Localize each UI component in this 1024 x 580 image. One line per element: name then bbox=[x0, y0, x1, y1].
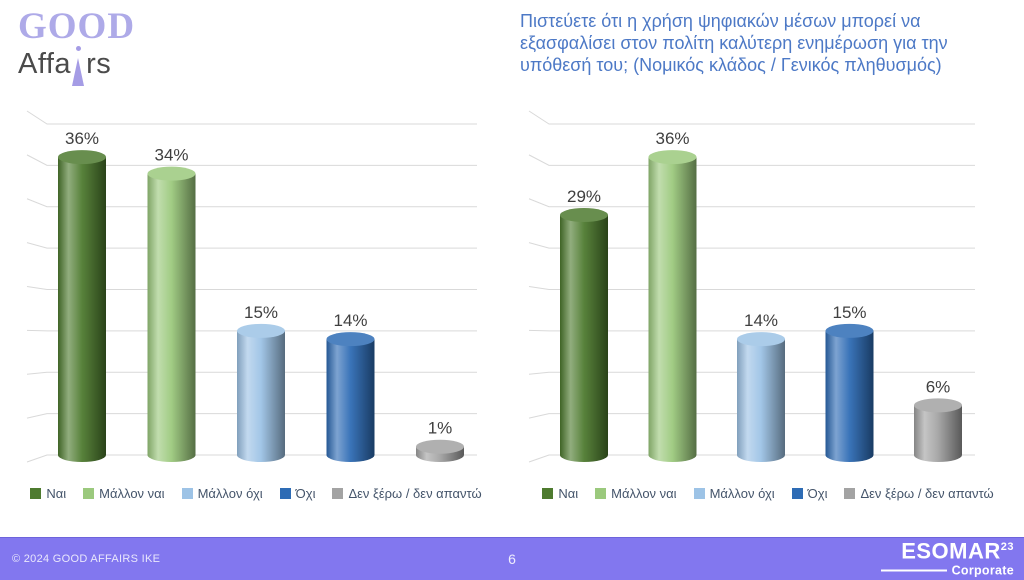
gridline bbox=[528, 198, 975, 208]
cylinder-bar-5 bbox=[914, 398, 962, 462]
cylinder-bar-3 bbox=[737, 332, 785, 462]
legend-swatch-icon bbox=[542, 488, 554, 499]
chart-general-population: 29% 36% 14% 15% 6% Ναι Μάλλον ναι Μάλλον όχι Όχ… bbox=[512, 100, 1024, 520]
data-label: 14% bbox=[333, 311, 367, 330]
legend-item: Μάλλον όχι bbox=[693, 486, 775, 501]
legend-item: Μάλλον όχι bbox=[181, 486, 263, 501]
data-label: 34% bbox=[154, 146, 188, 165]
gridline bbox=[528, 242, 975, 249]
legend-label: Δεν ξέρω / δεν απαντώ bbox=[348, 486, 482, 501]
logo-triangle-i-icon bbox=[71, 45, 86, 86]
cylinder-bar-2 bbox=[648, 150, 697, 462]
bar-chart-canvas-right: 29% 36% 14% 15% 6% bbox=[528, 110, 975, 463]
cylinder-bar-1 bbox=[560, 208, 608, 462]
logo-wordmark-good: GOOD bbox=[18, 6, 136, 47]
gridline bbox=[26, 242, 477, 249]
cylinder-bar-1 bbox=[58, 150, 106, 462]
legend-item: Μάλλον ναι bbox=[595, 486, 677, 501]
slide-footer: © 2024 GOOD AFFAIRS IKE 6 ESOMAR23 Corpo… bbox=[0, 537, 1024, 580]
gridline bbox=[26, 198, 477, 208]
page-number: 6 bbox=[508, 551, 516, 567]
legend-item: Μάλλον ναι bbox=[83, 486, 165, 501]
chart-legend-right: Ναι Μάλλον ναι Μάλλον όχι Όχι Δεν ξέρω / δεν… bbox=[512, 486, 1024, 501]
data-label: 1% bbox=[428, 419, 453, 438]
gridline bbox=[528, 110, 975, 125]
legend-swatch-icon bbox=[181, 488, 193, 499]
slide-title: Πιστεύετε ότι η χρήση ψηφιακών μέσων μπο… bbox=[520, 11, 948, 75]
esomar-wordmark: ESOMAR23 bbox=[901, 538, 1014, 564]
legend-swatch-icon bbox=[791, 488, 803, 499]
gridline bbox=[26, 286, 477, 290]
legend-item: Δεν ξέρω / δεν απαντώ bbox=[332, 486, 482, 501]
esomar-subline: Corporate bbox=[880, 563, 1014, 578]
legend-label: Όχι bbox=[807, 486, 828, 501]
legend-swatch-icon bbox=[30, 488, 42, 499]
legend-label: Δεν ξέρω / δεν απαντώ bbox=[860, 486, 994, 501]
cylinder-bar-4 bbox=[825, 323, 874, 462]
data-label: 15% bbox=[244, 303, 278, 322]
legend-label: Μάλλον όχι bbox=[709, 486, 775, 501]
gridline bbox=[528, 286, 975, 290]
cylinder-bar-4 bbox=[326, 332, 375, 462]
chart-legend-left: Ναι Μάλλον ναι Μάλλον όχι Όχι Δεν ξέρω / δεν… bbox=[0, 486, 512, 501]
legend-swatch-icon bbox=[595, 488, 607, 499]
legend-label: Μάλλον ναι bbox=[611, 486, 677, 501]
legend-swatch-icon bbox=[844, 488, 856, 499]
esomar-rule-line bbox=[880, 569, 947, 572]
chart-legal-sector: 36% 34% 15% 14% 1% Ναι Μάλλον ναι Μάλλον όχι Όχ… bbox=[0, 100, 512, 520]
legend-swatch-icon bbox=[332, 488, 344, 499]
legend-label: Όχι bbox=[295, 486, 316, 501]
data-label: 15% bbox=[832, 303, 866, 322]
good-affairs-logo: GOOD Affa rs bbox=[18, 6, 136, 86]
legend-item: Όχι bbox=[791, 486, 828, 501]
logo-wordmark-affairs: Affa rs bbox=[18, 45, 135, 86]
legend-swatch-icon bbox=[83, 488, 95, 499]
legend-swatch-icon bbox=[279, 488, 291, 499]
legend-item: Ναι bbox=[542, 486, 578, 501]
legend-swatch-icon bbox=[693, 488, 705, 499]
legend-item: Δεν ξέρω / δεν απαντώ bbox=[844, 486, 994, 501]
legend-label: Ναι bbox=[558, 486, 579, 501]
esomar-logo: ESOMAR23 Corporate bbox=[880, 538, 1014, 578]
legend-label: Ναι bbox=[46, 486, 67, 501]
legend-item: Όχι bbox=[279, 486, 316, 501]
data-label: 29% bbox=[567, 187, 601, 206]
cylinder-bar-3 bbox=[237, 323, 285, 462]
gridline bbox=[528, 154, 975, 166]
legend-item: Ναι bbox=[30, 486, 66, 501]
data-label: 36% bbox=[655, 129, 689, 148]
gridline bbox=[26, 329, 477, 332]
legend-label: Μάλλον ναι bbox=[99, 486, 165, 501]
copyright-text: © 2024 GOOD AFFAIRS IKE bbox=[12, 553, 161, 565]
data-label: 14% bbox=[744, 311, 778, 330]
gridline bbox=[26, 154, 477, 166]
esomar-corporate-label: Corporate bbox=[951, 563, 1014, 578]
legend-label: Μάλλον όχι bbox=[197, 486, 263, 501]
cylinder-bar-2 bbox=[147, 166, 196, 462]
esomar-year: 23 bbox=[1000, 541, 1014, 554]
bar-chart-canvas-left: 36% 34% 15% 14% 1% bbox=[26, 110, 477, 463]
data-label: 6% bbox=[926, 377, 951, 396]
cylinder-bar-5 bbox=[416, 439, 464, 462]
gridline bbox=[26, 110, 477, 125]
data-label: 36% bbox=[65, 129, 99, 148]
